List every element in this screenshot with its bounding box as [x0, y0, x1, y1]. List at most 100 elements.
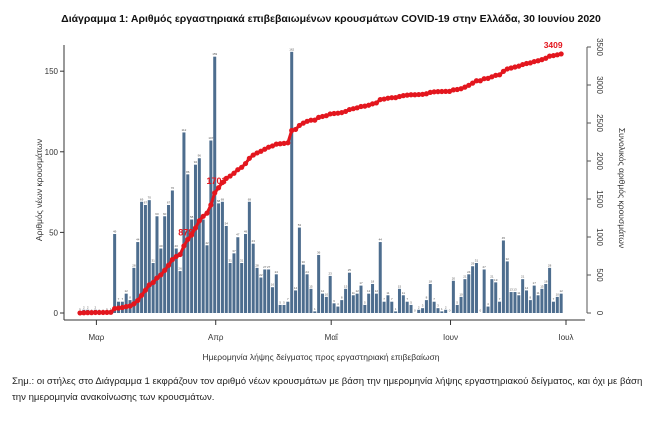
bar-label: 44 [379, 238, 383, 242]
x-tick-label: Απρ [208, 333, 224, 342]
cumulative-point [177, 251, 183, 258]
y-right-tick-label: 1000 [595, 228, 604, 246]
bar-label: 49 [244, 230, 248, 234]
cumulative-point [419, 91, 426, 97]
bar-label: 4 [487, 302, 489, 306]
bar [451, 280, 455, 313]
cumulative-point [127, 303, 133, 309]
bar-label: 67 [144, 200, 148, 204]
bar-label: 76 [171, 186, 175, 190]
bar [255, 267, 259, 313]
bar [240, 263, 244, 313]
bar-label: 8 [426, 296, 428, 300]
bar [305, 274, 309, 313]
cumulative-point [246, 155, 252, 161]
bar-label: 25 [348, 268, 352, 272]
bar-label: 2 [83, 305, 85, 309]
bar [424, 300, 428, 313]
bar-label: 23 [329, 271, 333, 275]
bar [401, 295, 405, 313]
bar [548, 267, 552, 313]
bar-label: 45 [502, 236, 506, 240]
bar-label: 7 [287, 297, 289, 301]
bar-label: 2 [418, 305, 420, 309]
bar-label: 0 [414, 309, 416, 313]
cumulative-point [185, 236, 191, 243]
cumulative-point [523, 60, 530, 67]
bar-label: 37 [232, 249, 236, 253]
bar-label: 2 [87, 305, 89, 309]
bar [371, 283, 375, 313]
cumulative-point [219, 179, 226, 186]
bar-label: 14 [525, 286, 529, 290]
bar [459, 296, 463, 313]
bar-label: 0 [449, 309, 451, 313]
bar [124, 293, 128, 313]
bar [217, 203, 221, 313]
cumulative-point [162, 267, 168, 273]
bar-label: 18 [429, 279, 433, 283]
bar-label: 4 [337, 302, 339, 306]
cumulative-point [477, 78, 483, 84]
bar [201, 219, 205, 313]
cumulative-point [273, 141, 279, 147]
bar [528, 300, 532, 313]
bar [432, 301, 436, 313]
cumulative-point [481, 76, 487, 82]
y-right-tick-label: 500 [595, 268, 604, 282]
cumulative-point [142, 287, 149, 293]
bar [409, 304, 413, 313]
bar-label: 36 [317, 250, 321, 254]
bar [363, 304, 367, 313]
cumulative-point [431, 89, 437, 95]
bar-label: 6 [333, 299, 335, 303]
bar [167, 204, 171, 313]
cumulative-point [400, 93, 406, 99]
bar-label: 53 [298, 223, 302, 227]
cumulative-point [239, 164, 245, 170]
bar-label: 29 [471, 262, 475, 266]
bar-label: 162 [289, 47, 294, 51]
bar-label: 7 [499, 297, 501, 301]
cumulative-point [427, 89, 433, 95]
bar [513, 292, 517, 313]
bar-label: 68 [217, 199, 221, 203]
bar-label: 1 [110, 307, 112, 311]
cumulative-point [308, 117, 314, 123]
bar-label: 60 [163, 212, 167, 216]
cumulative-point [146, 282, 152, 288]
bar-label: 31 [240, 259, 244, 263]
chart-title: Διάγραμμα 1: Αριθμός εργαστηριακά επιβεβ… [61, 13, 601, 25]
bar-label: 5 [279, 300, 281, 304]
bar-label: 43 [252, 239, 256, 243]
cumulative-point [496, 72, 503, 78]
bar-label: 12 [321, 289, 325, 293]
bar-label: 60 [155, 212, 159, 216]
bar [140, 201, 144, 313]
cumulative-point [281, 140, 287, 146]
bar [474, 263, 478, 313]
cumulative-point [443, 88, 449, 94]
footnote: Σημ.: οι στήλες στο Διάγραμμα 1 εκφράζου… [12, 376, 643, 403]
cumulative-point [189, 232, 195, 238]
cumulative-point [212, 190, 218, 196]
cumulative-point [181, 243, 187, 249]
x-tick-label: Ιουν [443, 333, 458, 342]
bar [186, 174, 190, 313]
cumulative-point [269, 143, 276, 149]
bar-label: 8 [341, 296, 343, 300]
cumulative-point [85, 310, 91, 316]
cumulative-point [204, 210, 210, 216]
cumulative-point [404, 92, 410, 98]
bar-label: 14 [294, 286, 298, 290]
bar-label: 10 [325, 292, 329, 296]
cumulative-point [408, 92, 414, 98]
cumulative-point [439, 88, 445, 95]
bar-label: 15 [309, 284, 313, 288]
bar [405, 301, 409, 313]
bar-label: 3 [422, 304, 424, 308]
cumulative-point [208, 202, 214, 208]
cumulative-point [92, 309, 98, 316]
bar [551, 301, 555, 313]
bar [390, 301, 394, 313]
